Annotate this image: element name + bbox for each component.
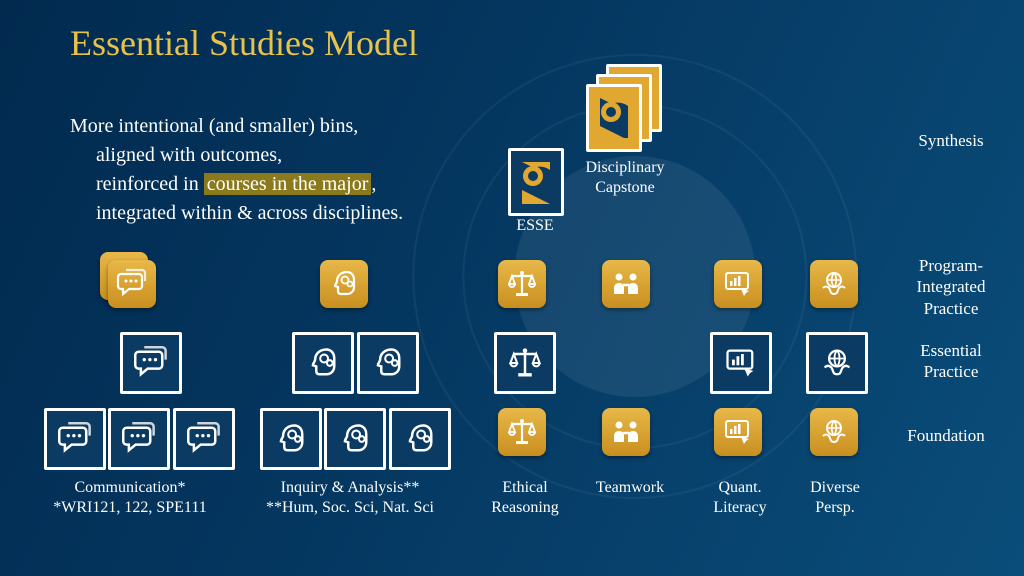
- capstone-owl-card: [586, 84, 642, 152]
- tile-blue: [389, 408, 451, 470]
- esse-owl-card: [508, 148, 564, 216]
- col-label-diverse: DiversePersp.: [790, 478, 880, 518]
- tile-blue: [108, 408, 170, 470]
- desc-line4: integrated within & across disciplines.: [70, 199, 403, 228]
- desc-line3: reinforced in courses in the major,: [70, 170, 403, 199]
- col-label-team: Teamwork: [580, 478, 680, 498]
- desc-line2: aligned with outcomes,: [70, 141, 403, 170]
- row-label-synthesis: Synthesis: [906, 130, 996, 151]
- col-label-comm: Communication**WRI121, 122, SPE111: [40, 478, 220, 518]
- row-label-program: Program-IntegratedPractice: [906, 255, 996, 319]
- tile-gold: [602, 260, 650, 308]
- tile-blue: [120, 332, 182, 394]
- col-label-quant: Quant.Literacy: [695, 478, 785, 518]
- tile-gold: [108, 260, 156, 308]
- tile-blue: [357, 332, 419, 394]
- tile-blue: [173, 408, 235, 470]
- tile-gold: [810, 260, 858, 308]
- tile-blue: [292, 332, 354, 394]
- tile-gold: [810, 408, 858, 456]
- desc-line1: More intentional (and smaller) bins,: [70, 115, 358, 137]
- esse-label: ESSE: [505, 216, 565, 236]
- tile-gold: [498, 260, 546, 308]
- tile-gold: [320, 260, 368, 308]
- tile-blue: [494, 332, 556, 394]
- row-label-essential: EssentialPractice: [906, 340, 996, 383]
- page-title: Essential Studies Model: [70, 22, 418, 64]
- description-block: More intentional (and smaller) bins, ali…: [70, 112, 403, 228]
- tile-gold: [714, 408, 762, 456]
- tile-blue: [710, 332, 772, 394]
- tile-blue: [806, 332, 868, 394]
- tile-blue: [324, 408, 386, 470]
- capstone-label: DisciplinaryCapstone: [575, 158, 675, 198]
- tile-gold: [714, 260, 762, 308]
- tile-blue: [44, 408, 106, 470]
- tile-blue: [260, 408, 322, 470]
- col-label-ethics: EthicalReasoning: [480, 478, 570, 518]
- tile-gold: [498, 408, 546, 456]
- col-label-inquiry: Inquiry & Analysis****Hum, Soc. Sci, Nat…: [250, 478, 450, 518]
- row-label-foundation: Foundation: [896, 425, 996, 446]
- desc-highlight: courses in the major: [204, 173, 372, 195]
- tile-gold: [602, 408, 650, 456]
